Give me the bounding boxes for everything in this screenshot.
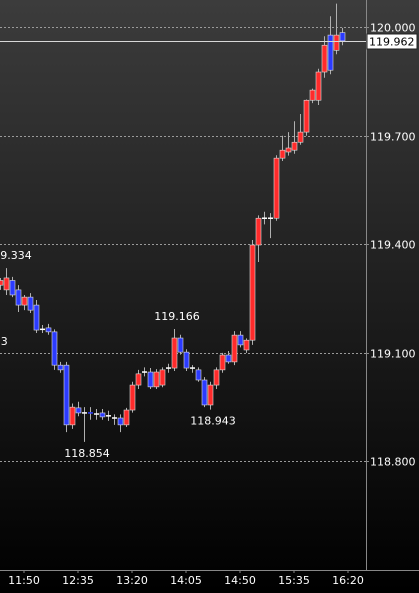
candle-body [21, 296, 28, 306]
candle-body [285, 147, 292, 153]
candle-body [0, 280, 4, 286]
price-annotation: 119.166 [154, 310, 200, 323]
candle-body [3, 277, 10, 291]
x-tick-label: 15:35 [278, 574, 310, 587]
candle-body [237, 334, 244, 346]
candle-body [273, 157, 280, 219]
candle-body [57, 364, 64, 371]
candle-body [69, 406, 76, 426]
plot-area: 119.334 119.163 119.166 118.943 118.854 [0, 3, 366, 462]
candle-body [201, 379, 208, 406]
last-price-box [366, 33, 418, 50]
price-annotation: 119.334 [0, 249, 32, 262]
last-price-label: 119.962 [369, 36, 415, 49]
candle-body [255, 217, 262, 246]
axes: 118.800 119.100 119.400 119.700 120.000 11:50… [8, 22, 418, 587]
candle-body [309, 89, 316, 101]
candle-body [333, 34, 340, 51]
candle-body [147, 371, 154, 388]
candle-body [117, 417, 124, 426]
price-annotation: 118.943 [190, 415, 236, 428]
candle-body [153, 371, 160, 388]
x-tick-label: 14:50 [224, 574, 256, 587]
y-tick-label: 119.400 [370, 239, 416, 252]
price-annotation: 118.854 [64, 447, 110, 460]
candle-body [279, 149, 286, 159]
x-tick-label: 12:35 [62, 574, 94, 587]
candle-body [315, 71, 322, 101]
candle-body [123, 409, 130, 426]
x-tick-label: 16:20 [332, 574, 364, 587]
candle-body [129, 384, 136, 411]
candle-body [45, 327, 52, 333]
candle-body [243, 339, 250, 351]
y-tick-label: 120.000 [370, 22, 416, 35]
y-tick-label: 119.100 [370, 348, 416, 361]
x-tick-label: 11:50 [8, 574, 40, 587]
candle-body [27, 296, 34, 311]
candle-body [177, 337, 184, 353]
y-tick-label: 118.800 [370, 456, 416, 469]
y-tick-label: 119.700 [370, 131, 416, 144]
candle-body [303, 99, 310, 133]
candle-body [9, 280, 16, 296]
candle-body [297, 131, 304, 143]
candle-body [231, 334, 238, 363]
candle-body [63, 364, 70, 426]
candle-body [339, 32, 346, 42]
candle-body [249, 244, 256, 341]
candle-body [51, 331, 58, 366]
candle-body [33, 304, 40, 331]
candle-body [135, 373, 142, 386]
candle-body [195, 369, 202, 381]
candle-body [225, 354, 232, 363]
candle-body [15, 289, 22, 306]
x-tick-label: 14:05 [170, 574, 202, 587]
candle-body [213, 369, 220, 386]
candle-body [75, 407, 82, 414]
price-annotation: 119.163 [0, 335, 8, 348]
candle-body [159, 369, 166, 386]
candle-body [99, 412, 106, 418]
candle-body [183, 351, 190, 369]
candle-body [327, 34, 334, 71]
candle-body [291, 141, 298, 151]
candle-body [321, 44, 328, 73]
x-tick-label: 13:20 [116, 574, 148, 587]
candle-body [171, 337, 178, 369]
candle-body [207, 384, 214, 406]
candle-body [219, 354, 226, 371]
